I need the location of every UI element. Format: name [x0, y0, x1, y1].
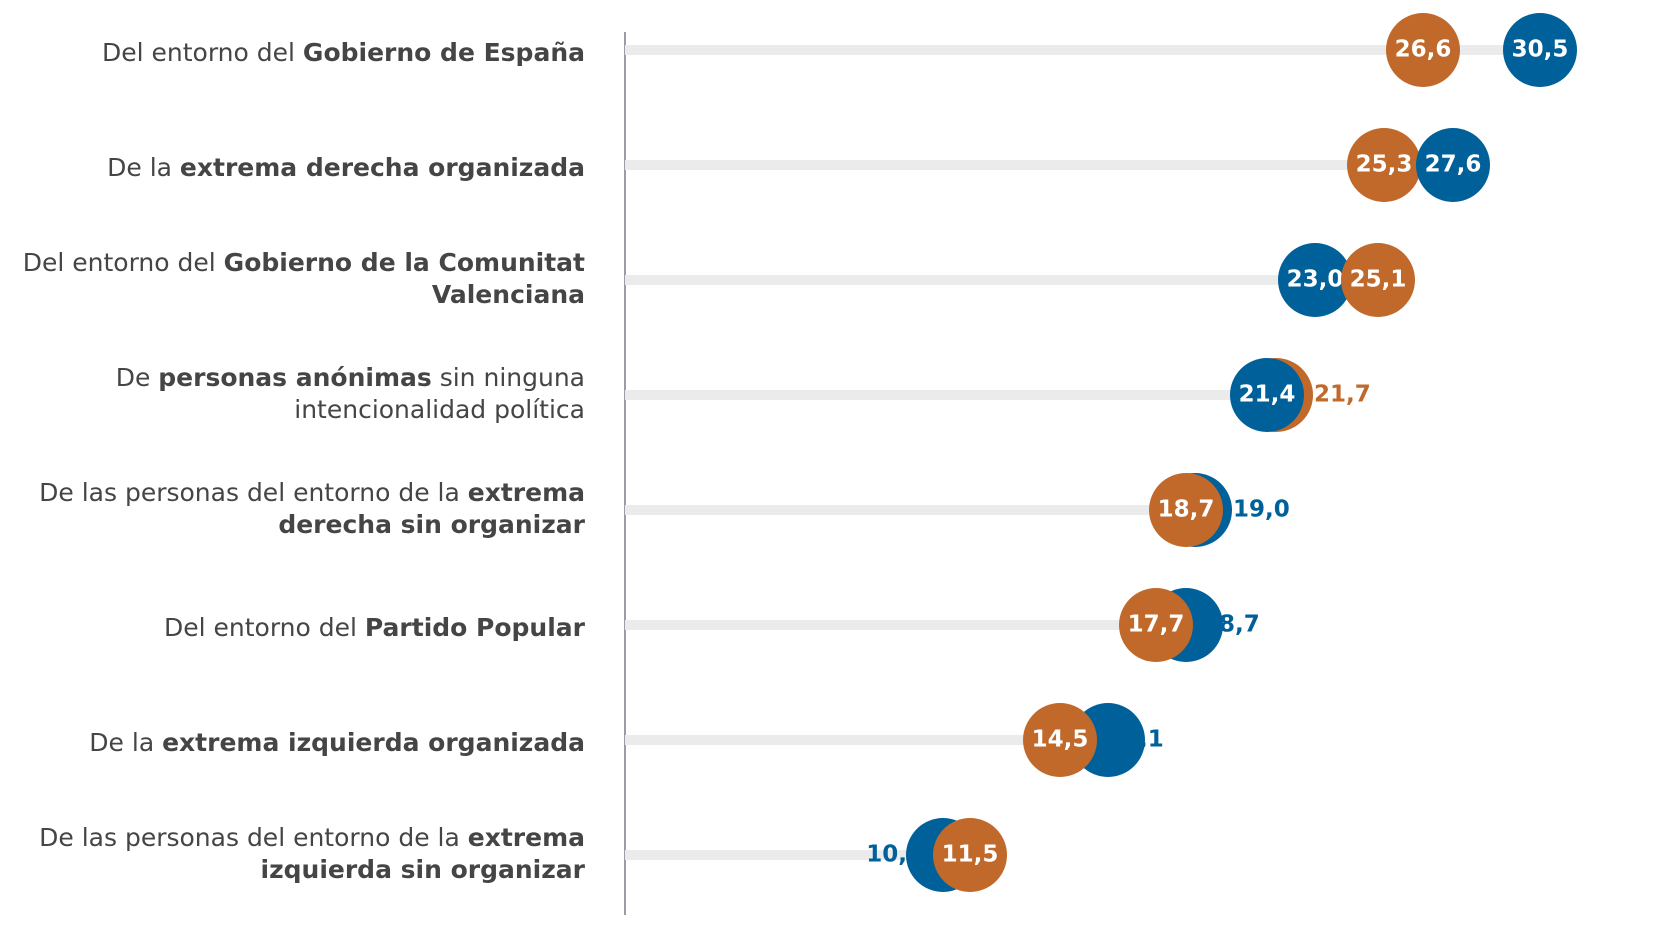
- label-run: De: [116, 363, 159, 392]
- value-label: 27,6: [1425, 152, 1482, 178]
- category-label: Del entorno del Partido Popular: [164, 613, 586, 642]
- category-label: De las personas del entorno de la extrem…: [39, 478, 585, 507]
- label-run: Partido Popular: [365, 613, 586, 642]
- category-label: De las personas del entorno de la extrem…: [39, 823, 585, 852]
- label-run: Del entorno del: [102, 38, 303, 67]
- dot: [933, 818, 1007, 892]
- category-label: intencionalidad política: [294, 395, 585, 424]
- dot: [1119, 588, 1193, 662]
- value-label: 18,7: [1203, 612, 1260, 638]
- value-label: 21,4: [1239, 382, 1296, 408]
- label-run: extrema: [468, 823, 585, 852]
- category-label: derecha sin organizar: [278, 510, 585, 539]
- label-run: intencionalidad política: [294, 395, 585, 424]
- label-run: Gobierno de España: [303, 38, 585, 67]
- dot: [1416, 128, 1490, 202]
- label-run: personas anónimas: [158, 363, 432, 392]
- category-label: izquierda sin organizar: [261, 855, 586, 884]
- dot: [1230, 358, 1304, 432]
- label-run: derecha sin organizar: [278, 510, 585, 539]
- label-run: Gobierno de la Comunitat: [224, 248, 585, 277]
- value-label: 17,7: [1128, 612, 1185, 638]
- category-label: Del entorno del Gobierno de la Comunitat: [23, 248, 585, 277]
- category-label: De la extrema izquierda organizada: [89, 728, 585, 757]
- value-label: 23,0: [1287, 267, 1344, 293]
- label-run: Del entorno del: [23, 248, 224, 277]
- value-label: 26,6: [1395, 37, 1452, 63]
- label-run: Valenciana: [432, 280, 585, 309]
- category-label: De personas anónimas sin ninguna: [116, 363, 585, 392]
- label-run: sin ninguna: [432, 363, 585, 392]
- dot: [1149, 473, 1223, 547]
- value-label: 16,1: [1107, 727, 1164, 753]
- dot: [1386, 13, 1460, 87]
- label-run: De las personas del entorno de la: [39, 478, 468, 507]
- value-label: 19,0: [1233, 497, 1290, 523]
- label-run: extrema izquierda organizada: [162, 728, 585, 757]
- value-label: 30,5: [1512, 37, 1569, 63]
- dot: [1503, 13, 1577, 87]
- dot: [1278, 243, 1352, 317]
- value-label: 25,3: [1356, 152, 1413, 178]
- category-label: Del entorno del Gobierno de España: [102, 38, 585, 67]
- category-label: De la extrema derecha organizada: [107, 153, 585, 182]
- dot: [1023, 703, 1097, 777]
- label-run: extrema: [468, 478, 585, 507]
- value-label: 25,1: [1350, 267, 1407, 293]
- label-run: Del entorno del: [164, 613, 365, 642]
- value-label: 14,5: [1032, 727, 1089, 753]
- dot: [1347, 128, 1421, 202]
- value-label: 18,7: [1158, 497, 1215, 523]
- label-run: De la: [107, 153, 180, 182]
- label-run: extrema derecha organizada: [180, 153, 585, 182]
- value-label: 11,5: [942, 842, 999, 868]
- value-label: 21,7: [1314, 382, 1371, 408]
- label-run: De la: [89, 728, 162, 757]
- dot: [1341, 243, 1415, 317]
- label-run: izquierda sin organizar: [261, 855, 586, 884]
- label-run: De las personas del entorno de la: [39, 823, 468, 852]
- category-label: Valenciana: [432, 280, 585, 309]
- value-label: 10,6: [866, 842, 923, 868]
